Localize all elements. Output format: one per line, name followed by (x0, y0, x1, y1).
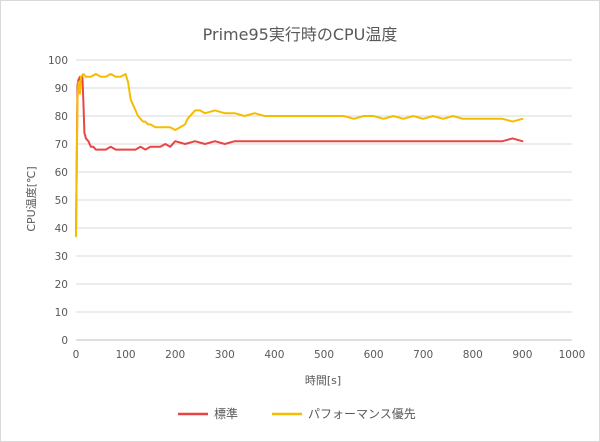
x-tick-label: 800 (463, 349, 483, 361)
y-tick-label: 50 (55, 195, 68, 207)
y-tick-label: 0 (61, 335, 68, 347)
x-tick-label: 900 (512, 349, 532, 361)
y-axis-label: CPU温度[℃] (24, 166, 38, 231)
x-tick-label: 100 (116, 349, 136, 361)
series-lines (75, 73, 524, 238)
y-tick-label: 80 (55, 111, 68, 123)
legend-label-0: 標準 (214, 406, 238, 421)
y-tick-label: 90 (55, 83, 68, 95)
y-tick-label: 20 (55, 279, 68, 291)
legend: 標準 パフォーマンス優先 (178, 406, 416, 421)
legend-label-1: パフォーマンス優先 (308, 407, 416, 421)
y-tick-label: 40 (55, 223, 68, 235)
y-tick-label: 10 (55, 307, 68, 319)
x-tick-label: 700 (413, 349, 433, 361)
y-tick-label: 60 (55, 167, 68, 179)
gridlines (76, 59, 572, 313)
x-axis-label: 時間[s] (305, 374, 341, 387)
series-line-0 (75, 75, 524, 235)
y-tick-label: 100 (48, 55, 68, 67)
x-tick-label: 500 (314, 349, 334, 361)
x-tick-label: 200 (165, 349, 185, 361)
x-axis-ticks: 0 100 200 300 400 500 600 700 800 900 1000 (73, 349, 586, 361)
y-tick-label: 70 (55, 139, 68, 151)
series-line-1 (75, 73, 524, 238)
x-tick-label: 600 (364, 349, 384, 361)
x-tick-label: 300 (215, 349, 235, 361)
y-tick-label: 30 (55, 251, 68, 263)
x-tick-label: 0 (73, 349, 80, 361)
x-tick-label: 1000 (559, 349, 586, 361)
chart-title: Prime95実行時のCPU温度 (203, 25, 398, 44)
x-tick-label: 400 (264, 349, 284, 361)
y-axis-ticks: 0 10 20 30 40 50 60 70 80 90 100 (48, 55, 68, 347)
